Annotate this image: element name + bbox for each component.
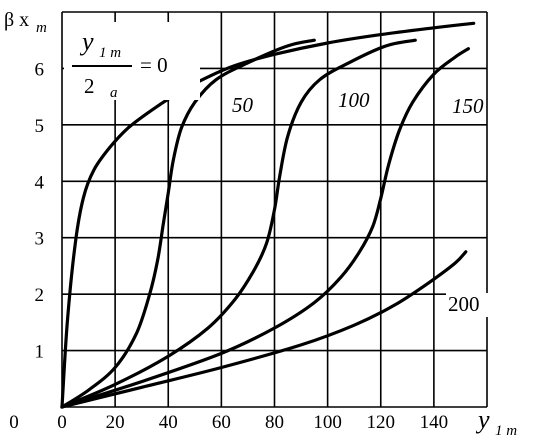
x-tick-label-60: 60 [212,412,231,433]
series-curve-100 [60,38,417,409]
y-tick-label-5: 5 [35,116,45,137]
curve-label-50: 50 [232,93,254,117]
series-curves [60,21,476,409]
y-tick-label-3: 3 [35,229,45,250]
y-axis-label-sub: m [36,20,47,36]
parameter-numerator: y [79,27,94,56]
y-tick-label-2: 2 [35,285,45,306]
series-curve-150 [60,47,470,409]
parameter-denominator: 2 [84,74,95,98]
parameter-denominator-sub: a [110,85,118,101]
x-tick-label-80: 80 [265,412,284,433]
x-tick-label-20: 20 [106,412,125,433]
origin-tick-label: 0 [9,412,19,433]
series-curve-0 [60,21,476,409]
parameter-label-bg [64,22,200,100]
series-curve-50 [60,38,316,409]
parameter-equals: = 0 [140,53,168,77]
y-tick-label-1: 1 [35,342,45,363]
x-axis-label-sub: 1 m [495,423,517,439]
x-tick-label-140: 140 [420,412,449,433]
y-tick-label-6: 6 [35,59,45,80]
x-axis-label: y [475,405,490,434]
y-axis-label: β x [4,9,29,31]
curve-label-200: 200 [448,292,480,316]
x-tick-label-120: 120 [367,412,396,433]
x-tick-label-100: 100 [313,412,342,433]
curve-label-200-bg [446,293,492,317]
x-tick-label-40: 40 [159,412,178,433]
curve-label-150: 150 [452,94,484,118]
y-tick-label-4: 4 [35,172,45,193]
grid-lines [61,11,488,408]
x-tick-label-0: 0 [57,412,67,433]
curve-label-100: 100 [338,88,370,112]
parameter-numerator-sub: 1 m [99,45,121,61]
series-curve-200 [60,250,468,409]
